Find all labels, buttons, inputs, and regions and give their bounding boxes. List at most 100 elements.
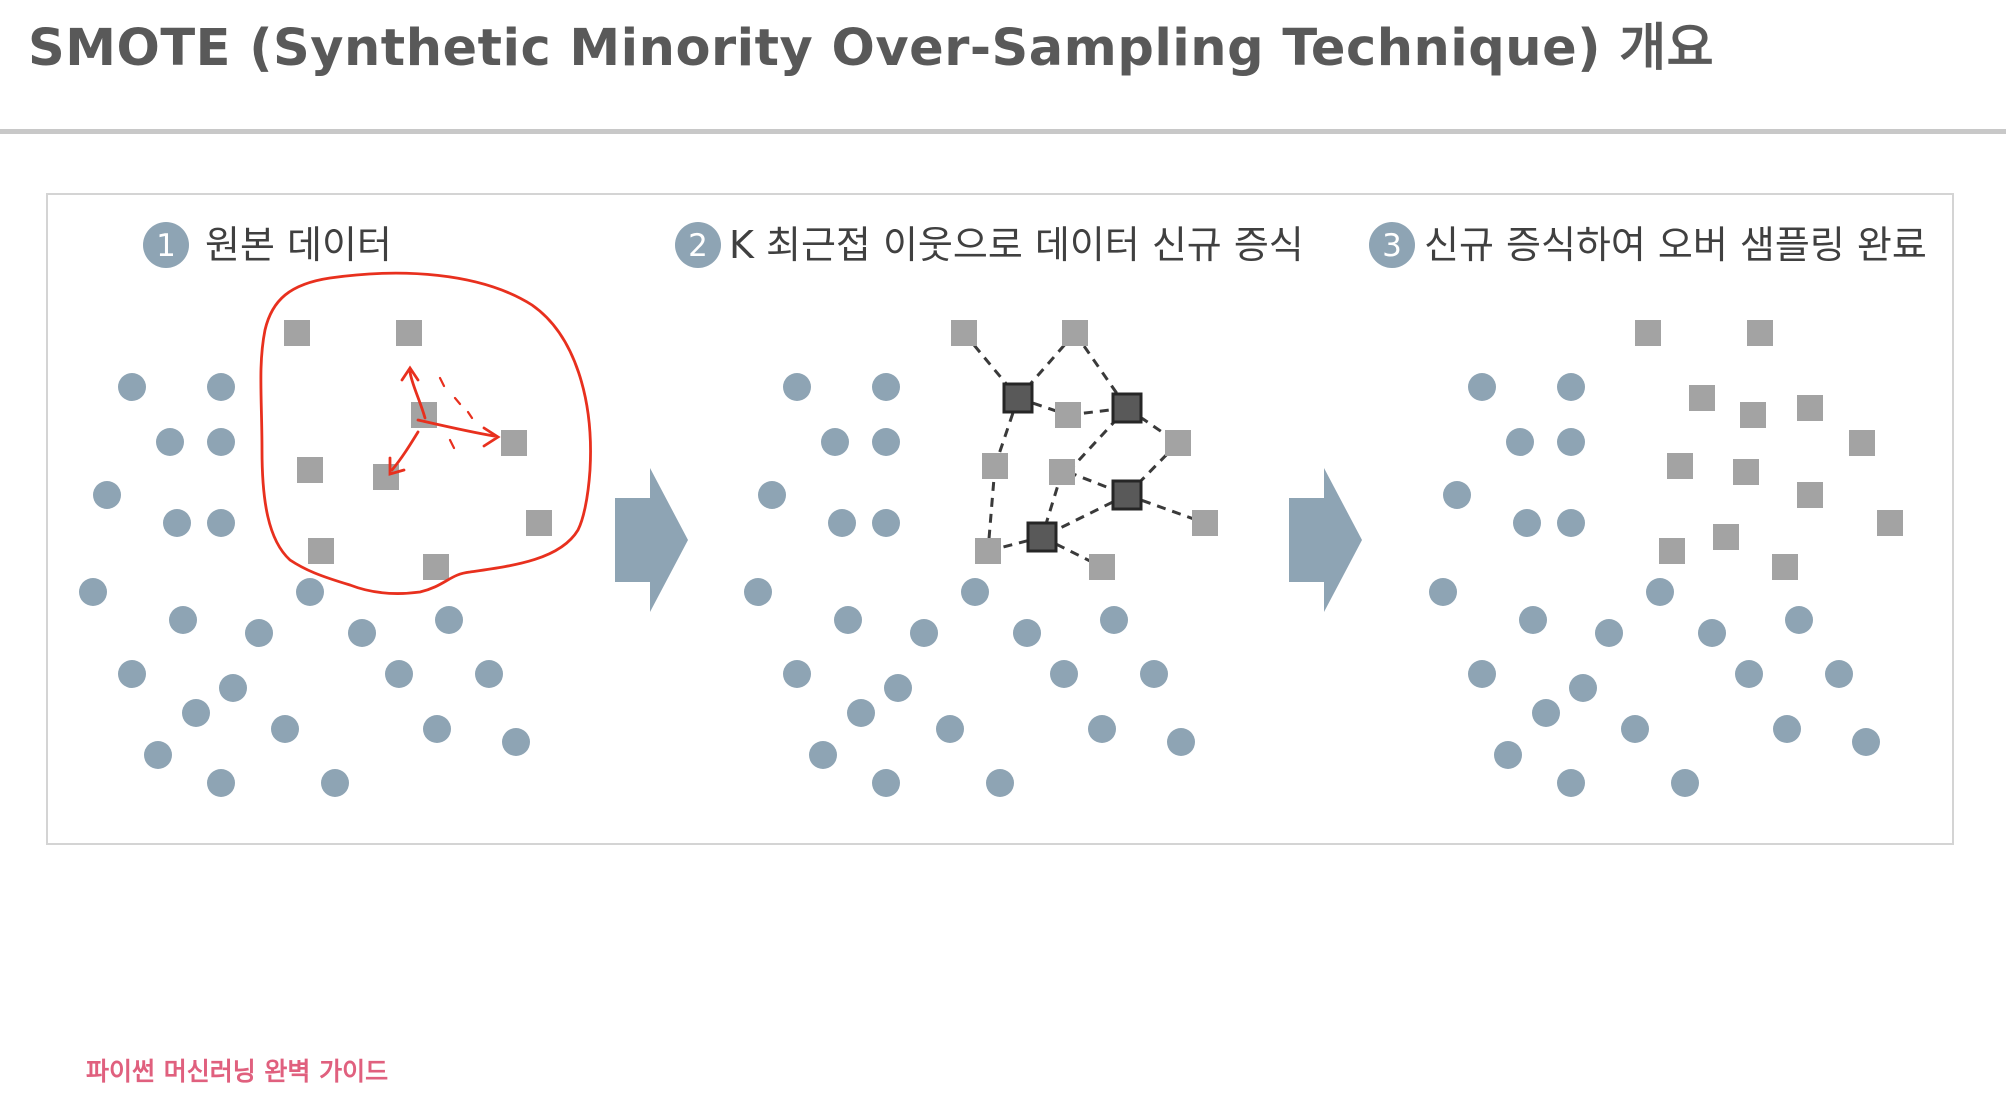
majority-point [423, 715, 451, 743]
minority-point [1635, 320, 1661, 346]
minority-point [1667, 453, 1693, 479]
step-2-number: 2 [688, 228, 708, 264]
minority-class-points [284, 320, 1903, 580]
synthetic-point [1002, 382, 1034, 414]
minority-point [1713, 524, 1739, 550]
majority-point [821, 428, 849, 456]
majority-point [1785, 606, 1813, 634]
minority-point [308, 538, 334, 564]
step-number-badge [143, 222, 189, 268]
majority-point [219, 674, 247, 702]
majority-point [744, 578, 772, 606]
majority-point [1621, 715, 1649, 743]
majority-point [321, 769, 349, 797]
minority-point [526, 510, 552, 536]
majority-point [163, 509, 191, 537]
majority-point [1468, 660, 1496, 688]
minority-point [1877, 510, 1903, 536]
minority-point [1049, 459, 1075, 485]
majority-point [783, 660, 811, 688]
majority-point [475, 660, 503, 688]
minority-point [1733, 459, 1759, 485]
majority-point [1050, 660, 1078, 688]
majority-point [1494, 741, 1522, 769]
minority-point [501, 430, 527, 456]
step-2-header: 2 K 최근접 이웃으로 데이터 신규 증식 [675, 222, 1304, 268]
step-3-header: 3 신규 증식하여 오버 샘플링 완료 [1369, 222, 1927, 268]
majority-point [834, 606, 862, 634]
majority-point [1429, 578, 1457, 606]
majority-point [1557, 373, 1585, 401]
synthetic-point [1111, 479, 1143, 511]
minority-point [396, 320, 422, 346]
majority-point [847, 699, 875, 727]
majority-point [910, 619, 938, 647]
majority-point [79, 578, 107, 606]
majority-point [118, 660, 146, 688]
majority-point [169, 606, 197, 634]
majority-point [1825, 660, 1853, 688]
minority-point [1089, 554, 1115, 580]
step-number-badge [675, 222, 721, 268]
minority-point [1797, 395, 1823, 421]
majority-point [1557, 428, 1585, 456]
majority-point [961, 578, 989, 606]
knn-edge [986, 465, 997, 552]
majority-point [1100, 606, 1128, 634]
majority-point [93, 481, 121, 509]
majority-point [156, 428, 184, 456]
majority-point [245, 619, 273, 647]
majority-point [1506, 428, 1534, 456]
majority-point [1088, 715, 1116, 743]
majority-point [872, 373, 900, 401]
majority-point [1595, 619, 1623, 647]
red-annotation [259, 271, 592, 595]
knn-edge [993, 397, 1020, 467]
step-3-label: 신규 증식하여 오버 샘플링 완료 [1424, 223, 1927, 267]
majority-point [1557, 509, 1585, 537]
majority-point [872, 769, 900, 797]
minority-point [1689, 385, 1715, 411]
majority-point [1443, 481, 1471, 509]
step-2-label: K 최근접 이웃으로 데이터 신규 증식 [729, 223, 1304, 267]
majority-point [758, 481, 786, 509]
minority-point [951, 320, 977, 346]
minority-point [1849, 430, 1875, 456]
majority-point [872, 509, 900, 537]
minority-point [975, 538, 1001, 564]
synthetic-point [1111, 392, 1143, 424]
majority-point [271, 715, 299, 743]
minority-point [284, 320, 310, 346]
step-1-number: 1 [156, 228, 176, 264]
majority-point [144, 741, 172, 769]
majority-point [783, 373, 811, 401]
minority-point [1055, 402, 1081, 428]
majority-point [1735, 660, 1763, 688]
majority-point [884, 674, 912, 702]
majority-point [828, 509, 856, 537]
minority-point [1747, 320, 1773, 346]
majority-point [207, 769, 235, 797]
majority-point [296, 578, 324, 606]
minority-point [1062, 320, 1088, 346]
right-arrow-icon [1289, 468, 1362, 612]
majority-point [385, 660, 413, 688]
majority-point [872, 428, 900, 456]
minority-point [1797, 482, 1823, 508]
majority-point [1671, 769, 1699, 797]
majority-point [809, 741, 837, 769]
step-1-header: 1 원본 데이터 [143, 222, 392, 268]
majority-point [1646, 578, 1674, 606]
knn-edge [1125, 441, 1180, 497]
footer-credit: 파이썬 머신러닝 완벽 가이드 [86, 1057, 389, 1086]
majority-point [936, 715, 964, 743]
majority-point [435, 606, 463, 634]
synthetic-points [1002, 382, 1143, 553]
majority-point [1519, 606, 1547, 634]
step-1-label: 원본 데이터 [205, 223, 392, 267]
majority-class-points [79, 373, 1880, 797]
minority-point [982, 453, 1008, 479]
minority-point [1659, 538, 1685, 564]
majority-point [207, 373, 235, 401]
